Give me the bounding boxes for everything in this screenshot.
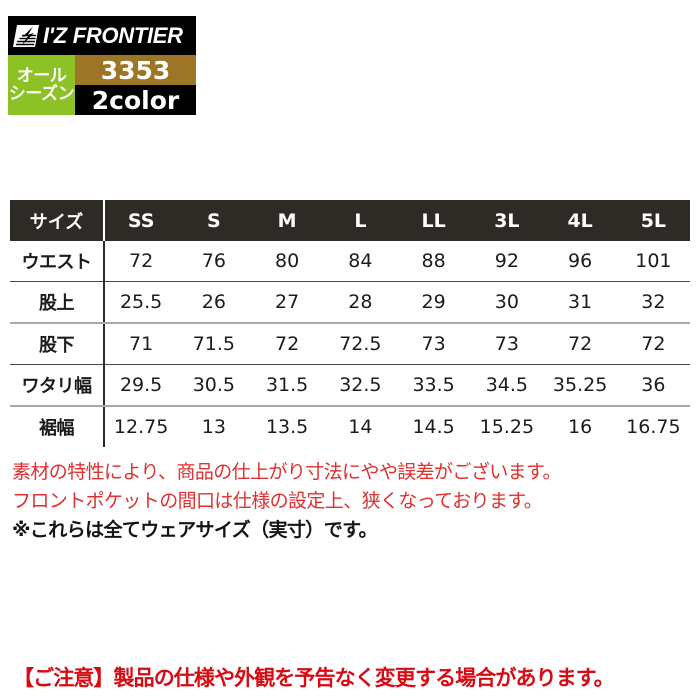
brand-badges-row: オール シーズン 3353 2color	[8, 55, 196, 115]
note-line-front-pocket: フロントポケットの間口は仕様の設定上、狭くなっております。	[12, 489, 543, 512]
cell-thigh-ll: 33.5	[397, 364, 471, 407]
cell-rise-m: 27	[250, 281, 324, 324]
cell-inseam-ss: 71	[104, 323, 178, 365]
cell-thigh-3l: 34.5	[470, 364, 544, 407]
cell-inseam-ll: 73	[397, 323, 471, 365]
cell-thigh-ss: 29.5	[104, 364, 178, 407]
cell-thigh-m: 31.5	[250, 364, 324, 407]
row-label-rise: 股上	[10, 281, 105, 324]
notes-block: 素材の特性により、商品の仕上がり寸法にやや誤差がございます。 フロントポケットの…	[12, 458, 688, 545]
cell-hem-4l: 16	[543, 406, 617, 447]
table-row: 裾幅 12.75 13 13.5 14 14.5 15.25 16 16.75	[10, 406, 690, 447]
cell-hem-5l: 16.75	[616, 406, 690, 447]
cell-waist-5l: 101	[616, 241, 690, 282]
row-label-hem: 裾幅	[10, 406, 105, 447]
cell-inseam-l: 72.5	[323, 323, 397, 365]
table-row: ウエスト 72 76 80 84 88 92 96 101	[10, 241, 690, 282]
cell-rise-ss: 25.5	[104, 281, 178, 324]
cell-rise-3l: 30	[470, 281, 544, 324]
cell-waist-l: 84	[323, 241, 397, 282]
season-badge-line1: オール	[16, 65, 67, 86]
size-table-body: ウエスト 72 76 80 84 88 92 96 101 股上 25.5 26…	[10, 241, 690, 447]
cell-inseam-5l: 72	[616, 323, 690, 365]
brand-block: I'Z FRONTIER オール シーズン 3353 2color	[8, 16, 196, 115]
cell-rise-s: 26	[177, 281, 251, 324]
size-table-header-ll: LL	[421, 209, 446, 232]
cell-thigh-l: 32.5	[323, 364, 397, 407]
cell-waist-ll: 88	[397, 241, 471, 282]
size-table-header-l: L	[354, 209, 367, 232]
size-table-container: サイズ SS S M L LL 3L 4L 5L ウエスト 72 76 80 8…	[10, 200, 690, 447]
cell-thigh-4l: 35.25	[543, 364, 617, 407]
row-label-inseam: 股下	[10, 323, 105, 365]
table-row: 股上 25.5 26 27 28 29 30 31 32	[10, 281, 690, 324]
cell-hem-ll: 14.5	[397, 406, 471, 447]
size-table-header-label: サイズ	[10, 200, 105, 241]
size-table-header-s: S	[207, 209, 221, 232]
izf-slanted-lines-mark-icon	[13, 24, 39, 47]
cell-rise-4l: 31	[543, 281, 617, 324]
size-table-header-ss: SS	[127, 209, 155, 232]
row-label-waist: ウエスト	[10, 241, 105, 282]
size-table-header-m: M	[277, 209, 297, 232]
cell-thigh-s: 30.5	[177, 364, 251, 407]
cell-waist-s: 76	[177, 241, 251, 282]
note-line-material: 素材の特性により、商品の仕上がり寸法にやや誤差がございます。	[12, 461, 562, 483]
cell-hem-m: 13.5	[250, 406, 324, 447]
cell-inseam-4l: 72	[543, 323, 617, 365]
cell-hem-s: 13	[177, 406, 251, 447]
cell-waist-4l: 96	[543, 241, 617, 282]
note-line-wear-size: ※これらは全てウェアサイズ（実寸）です。	[12, 518, 378, 541]
table-row: ワタリ幅 29.5 30.5 31.5 32.5 33.5 34.5 35.25…	[10, 364, 690, 407]
caution-block: 【ご注意】製品の仕様や外観を予告なく変更する場合があります。	[13, 666, 693, 691]
cell-waist-3l: 92	[470, 241, 544, 282]
brand-logo-text: I'Z FRONTIER	[43, 22, 183, 48]
size-table-header-4l: 4L	[567, 209, 593, 232]
cell-waist-m: 80	[250, 241, 324, 282]
size-table-header-5l: 5L	[640, 209, 667, 232]
row-label-thigh: ワタリ幅	[10, 364, 105, 407]
size-table-head: サイズ SS S M L LL 3L 4L 5L	[10, 200, 690, 241]
color-count-badge: 2color	[75, 85, 196, 115]
cell-inseam-s: 71.5	[177, 323, 251, 365]
code-badges-column: 3353 2color	[75, 55, 196, 115]
cell-hem-l: 14	[323, 406, 397, 447]
cell-inseam-m: 72	[250, 323, 324, 365]
size-table: サイズ SS S M L LL 3L 4L 5L ウエスト 72 76 80 8…	[10, 200, 690, 447]
cell-rise-l: 28	[323, 281, 397, 324]
cell-thigh-5l: 36	[616, 364, 690, 407]
cell-hem-3l: 15.25	[470, 406, 544, 447]
cell-waist-ss: 72	[104, 241, 178, 282]
cell-rise-ll: 29	[397, 281, 471, 324]
cell-rise-5l: 32	[616, 281, 690, 324]
size-table-header-3l: 3L	[494, 209, 520, 232]
cell-inseam-3l: 73	[470, 323, 544, 365]
model-number-badge: 3353	[75, 55, 196, 85]
caution-text: 【ご注意】製品の仕様や外観を予告なく変更する場合があります。	[13, 666, 615, 690]
brand-logo-bar: I'Z FRONTIER	[8, 16, 196, 55]
size-table-header-row: サイズ SS S M L LL 3L 4L 5L	[10, 200, 690, 241]
season-badge: オール シーズン	[8, 55, 75, 115]
table-row: 股下 71 71.5 72 72.5 73 73 72 72	[10, 323, 690, 365]
season-badge-line2: シーズン	[8, 84, 75, 104]
cell-hem-ss: 12.75	[104, 406, 178, 447]
